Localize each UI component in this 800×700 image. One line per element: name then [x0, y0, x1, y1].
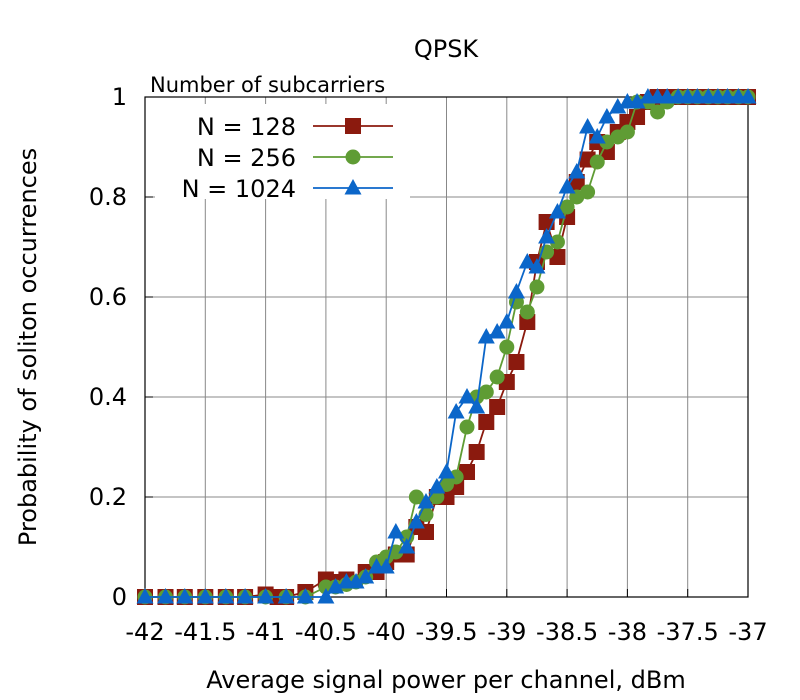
x-tick-label: -40	[367, 618, 406, 646]
x-tick-label: -42	[125, 618, 164, 646]
data-point	[478, 384, 494, 400]
x-tick-label: -41.5	[174, 618, 236, 646]
x-tick-label: -39	[487, 618, 526, 646]
x-tick-label: -39.5	[415, 618, 477, 646]
legend-label: N = 128	[197, 113, 296, 141]
data-point	[529, 279, 545, 295]
data-point	[478, 414, 495, 430]
data-point	[257, 588, 275, 604]
data-point	[407, 513, 425, 529]
data-point	[528, 258, 546, 274]
data-point	[277, 588, 295, 604]
y-tick-label: 0	[112, 583, 127, 611]
data-point	[588, 128, 606, 144]
legend-entries: N = 128 N = 256 N = 1024	[182, 113, 393, 203]
data-point	[688, 88, 706, 104]
data-point	[387, 523, 405, 539]
data-point	[468, 444, 485, 460]
data-point	[619, 124, 635, 140]
y-axis-label: Probability of soliton occurrences	[14, 148, 42, 546]
y-tick-label: 0.4	[89, 383, 127, 411]
data-point	[438, 463, 455, 479]
data-point	[296, 588, 314, 604]
data-point	[489, 369, 505, 385]
series-layer	[136, 88, 757, 605]
data-point	[417, 493, 435, 509]
data-point	[538, 228, 556, 244]
y-axis: 0 0.2 0.4 0.6 0.8 1	[89, 83, 153, 611]
data-point	[718, 88, 736, 104]
data-point	[589, 154, 605, 170]
data-point	[739, 88, 757, 104]
data-point	[377, 558, 395, 574]
data-point	[448, 469, 464, 485]
y-tick-label: 0.2	[89, 483, 127, 511]
data-point	[489, 399, 506, 415]
data-point	[458, 388, 476, 404]
data-point	[548, 203, 566, 219]
legend-title: Number of subcarriers	[150, 73, 385, 97]
x-tick-label: -40.5	[295, 618, 357, 646]
data-point	[598, 108, 616, 124]
legend-marker	[345, 149, 361, 165]
data-point	[488, 323, 506, 339]
data-point	[559, 199, 575, 215]
data-point	[327, 578, 345, 594]
data-point	[658, 88, 676, 104]
data-point	[549, 234, 565, 250]
data-point	[157, 588, 175, 604]
data-point	[447, 403, 465, 419]
x-tick-label: -37	[728, 618, 767, 646]
data-point	[317, 588, 335, 604]
data-point	[628, 93, 646, 109]
data-point	[468, 398, 486, 414]
data-point	[136, 588, 154, 604]
data-point	[477, 328, 495, 344]
data-point	[568, 163, 586, 179]
data-point	[498, 313, 516, 329]
data-point	[507, 283, 525, 299]
data-point	[499, 339, 515, 355]
data-point	[357, 568, 375, 584]
data-point	[217, 588, 235, 604]
legend-label: N = 256	[197, 144, 296, 172]
data-point	[579, 118, 597, 134]
x-tick-label: -37.5	[657, 618, 719, 646]
data-point	[428, 478, 446, 494]
data-point	[580, 184, 596, 200]
x-tick-label: -38	[608, 618, 647, 646]
y-tick-label: 0.8	[89, 183, 127, 211]
y-tick-label: 0.6	[89, 283, 127, 311]
x-tick-label: -41	[246, 618, 285, 646]
data-point	[609, 98, 627, 114]
legend-marker	[345, 118, 361, 134]
data-point	[398, 538, 416, 554]
x-axis-label: Average signal power per channel, dBm	[206, 666, 685, 694]
data-point	[176, 588, 194, 604]
data-point	[508, 354, 525, 370]
legend-label: N = 1024	[182, 175, 296, 203]
legend-marker	[344, 179, 362, 195]
data-point	[558, 178, 576, 194]
chart-title: QPSK	[414, 35, 480, 63]
legend-background	[155, 104, 410, 199]
data-point	[347, 573, 365, 589]
data-point	[459, 419, 475, 435]
y-tick-label: 1	[112, 83, 127, 111]
x-tick-label: -38.5	[536, 618, 598, 646]
data-point	[519, 304, 535, 320]
data-point	[236, 588, 254, 604]
data-point	[518, 253, 536, 269]
data-point	[650, 104, 666, 120]
series-triangle	[136, 88, 757, 604]
data-point	[196, 588, 214, 604]
data-point	[408, 489, 424, 505]
